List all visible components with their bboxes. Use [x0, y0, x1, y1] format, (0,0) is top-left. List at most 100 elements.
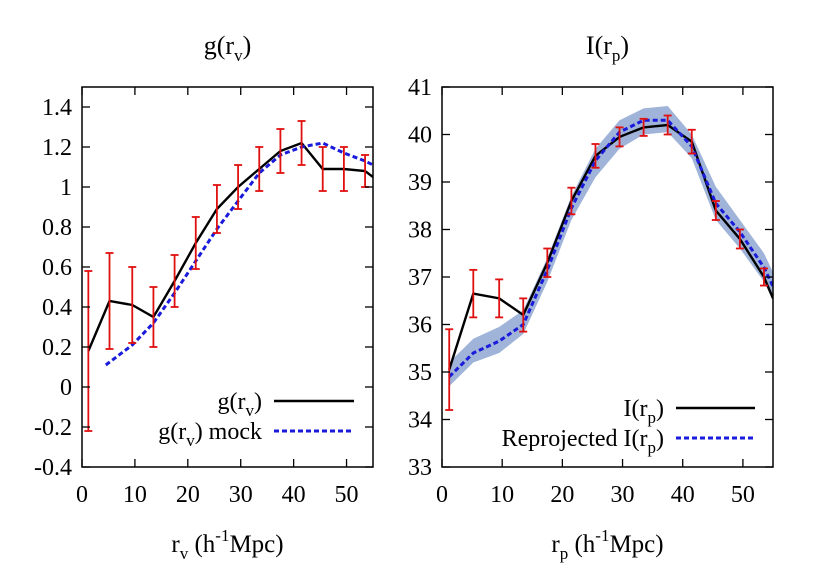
- error-bar: [445, 328, 454, 411]
- legend-label-part: g(r: [158, 419, 186, 445]
- error-bar: [735, 228, 744, 250]
- legend-label: g(rv) mock: [158, 419, 262, 450]
- error-bar: [495, 278, 504, 319]
- x-tick-label: 50: [335, 482, 359, 508]
- x-axis-label-part: (h: [188, 531, 216, 558]
- error-bar: [339, 146, 348, 192]
- error-bar: [128, 266, 137, 344]
- chart-title: I(rp): [586, 31, 629, 65]
- y-tick-label: 40: [408, 123, 432, 149]
- error-bar: [255, 146, 264, 192]
- legend-label: g(rv): [218, 389, 262, 420]
- x-tick-label: 20: [176, 482, 200, 508]
- legend-label-part: ): [656, 426, 664, 452]
- x-axis-label: rp (h-1Mpc): [551, 526, 663, 563]
- y-tick-label: -0.2: [34, 415, 72, 441]
- legend-label-part: ): [656, 396, 664, 422]
- legend-label-part: v: [186, 431, 195, 450]
- x-tick-label: 10: [490, 482, 514, 508]
- error-band: [449, 106, 773, 387]
- error-bar: [591, 143, 600, 169]
- x-tick-label: 30: [611, 482, 635, 508]
- error-bar: [105, 252, 114, 350]
- plot-frame: [81, 86, 374, 468]
- error-bar: [759, 267, 768, 287]
- error-bar: [276, 128, 285, 174]
- error-bar: [615, 126, 624, 148]
- x-axis-label-part: p: [560, 544, 569, 563]
- chart-title-part: I(r: [586, 31, 612, 60]
- y-tick-label: 35: [408, 360, 432, 386]
- y-tick-label: 33: [408, 455, 432, 481]
- x-tick-label: 20: [550, 482, 574, 508]
- x-tick-label: 40: [671, 482, 695, 508]
- error-bar: [687, 128, 696, 155]
- x-axis-label-part: -1: [595, 526, 609, 545]
- x-axis-label-part: (h: [568, 531, 596, 558]
- legend-label-part: ): [254, 389, 262, 415]
- y-tick-label: 41: [408, 75, 432, 101]
- chart-title-part: g(r: [204, 31, 235, 60]
- y-tick-label: 39: [408, 170, 432, 196]
- error-bar: [543, 247, 552, 278]
- error-bar: [191, 216, 200, 270]
- legend-label-part: g(r: [218, 389, 246, 415]
- panel-g-rv: 0 10 20 30 40 50 -0.4 -0.2 0 0.2 0.4 0.6 0.8 1 1.2 1.4 g…: [34, 31, 374, 563]
- y-tick-label: 34: [408, 408, 432, 434]
- legend-label-part: p: [648, 408, 657, 427]
- legend-label-part: Reprojected I(r: [502, 426, 648, 452]
- error-bar: [318, 146, 327, 192]
- error-bar: [149, 286, 158, 348]
- y-tick-label: 1.4: [42, 95, 72, 121]
- error-bar: [469, 268, 478, 319]
- x-axis-label-part: -1: [215, 526, 229, 545]
- y-tick-label: 0: [60, 375, 72, 401]
- x-axis-label-part: Mpc): [609, 531, 663, 558]
- error-bar: [234, 164, 243, 210]
- y-tick-label: 37: [408, 265, 432, 291]
- legend-label: Reprojected I(rp): [502, 426, 664, 457]
- error-bar: [170, 254, 179, 308]
- y-tick-label: 0.4: [42, 295, 72, 321]
- error-bar: [297, 120, 306, 166]
- y-tick-label: 0.8: [42, 215, 72, 241]
- y-tick-label: 36: [408, 313, 432, 339]
- chart-title-part: v: [234, 46, 243, 65]
- x-axis-label: rv (h-1Mpc): [171, 526, 283, 563]
- x-tick-label: 40: [282, 482, 306, 508]
- y-tick-label: 0.6: [42, 255, 72, 281]
- x-tick-label: 10: [123, 482, 147, 508]
- x-axis-label-part: r: [551, 531, 560, 558]
- legend-label: I(rp): [624, 396, 664, 427]
- x-tick-label: 50: [731, 482, 755, 508]
- x-tick-label: 30: [229, 482, 253, 508]
- error-bar: [212, 184, 221, 234]
- chart-title-part: ): [243, 31, 252, 60]
- x-axis-label-part: r: [171, 531, 180, 558]
- x-axis-label-part: Mpc): [229, 531, 283, 558]
- y-tick-label: 1: [60, 175, 72, 201]
- error-bar: [711, 200, 720, 221]
- chart-title-part: p: [612, 46, 621, 65]
- legend-label-part: I(r: [624, 396, 648, 422]
- y-tick-label: 1.2: [42, 135, 72, 161]
- legend-label-part: v: [246, 401, 255, 420]
- legend-label-part: p: [648, 438, 657, 457]
- x-tick-label: 0: [436, 482, 448, 508]
- error-bar: [639, 117, 648, 137]
- y-tick-label: -0.4: [34, 455, 72, 481]
- x-tick-label: 0: [76, 482, 88, 508]
- error-bar: [663, 114, 672, 136]
- series-line-0: [87, 141, 373, 352]
- chart-title: g(rv): [204, 31, 252, 65]
- error-bar: [519, 297, 528, 333]
- legend-label-part: ) mock: [195, 419, 262, 445]
- chart-title-part: ): [620, 31, 629, 60]
- series-line-1: [104, 141, 373, 367]
- error-bar: [567, 186, 576, 216]
- y-tick-label: 0.2: [42, 335, 72, 361]
- error-bar: [84, 270, 93, 432]
- x-axis-label-part: v: [180, 544, 189, 563]
